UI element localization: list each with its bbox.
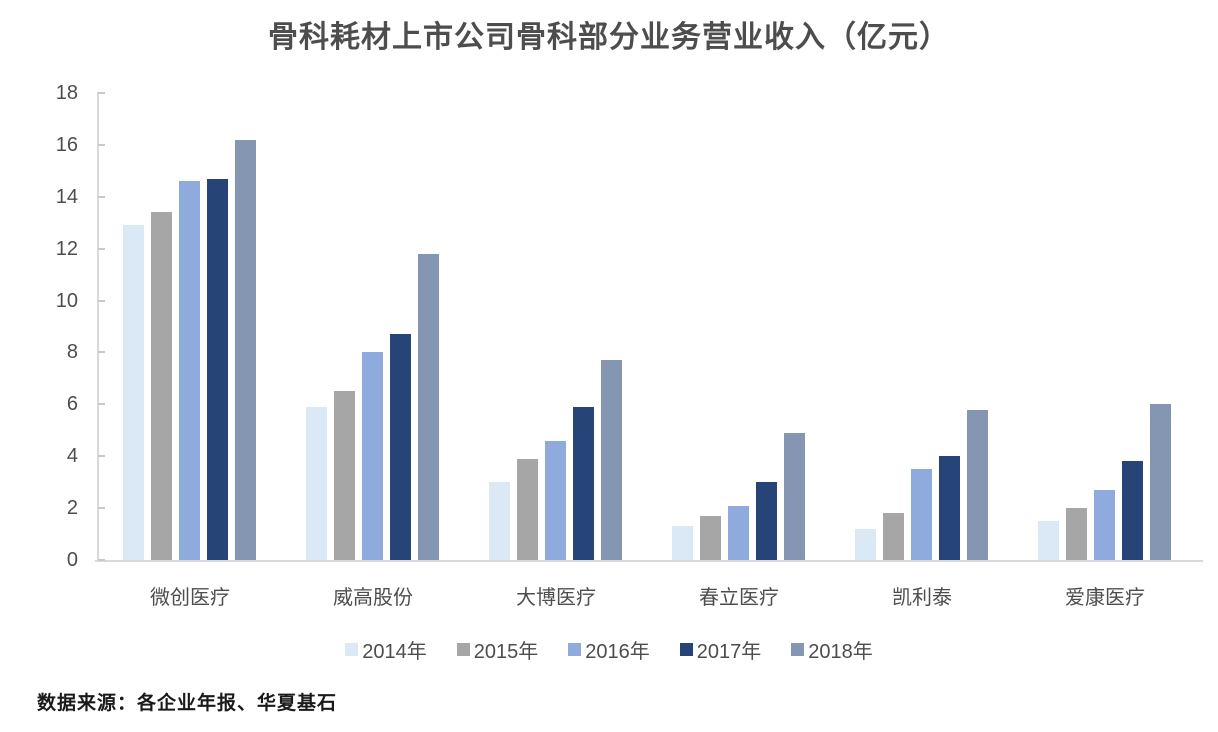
y-tick-label: 8: [66, 341, 78, 364]
bar-2015年-大博医疗: [517, 459, 538, 560]
y-tick-mark: [98, 247, 105, 250]
y-tick-mark: [98, 507, 105, 510]
x-category-label: 凯利泰: [892, 585, 952, 609]
bar-2016年-威高股份: [362, 352, 383, 560]
legend-label: 2018年: [808, 641, 873, 663]
legend-item-2017年: 2017年: [679, 635, 762, 664]
legend-swatch-icon: [791, 643, 805, 656]
y-tick-label: 4: [66, 445, 78, 468]
x-category-label: 威高股份: [333, 585, 413, 609]
bar-2017年-大博医疗: [573, 407, 594, 560]
y-tick-label: 12: [55, 237, 78, 260]
chart-title: 骨科耗材上市公司骨科部分业务营业收入（亿元）: [268, 20, 950, 55]
bar-2018年-微创医疗: [235, 140, 256, 560]
bar-2017年-威高股份: [390, 334, 411, 560]
y-tick-mark: [98, 403, 105, 406]
y-tick-mark: [98, 92, 105, 94]
y-tick-label: 14: [55, 185, 78, 208]
y-tick-mark: [98, 351, 105, 354]
legend-item-2015年: 2015年: [456, 635, 539, 664]
y-tick-label: 6: [66, 393, 78, 416]
legend-label: 2014年: [362, 641, 427, 663]
y-tick-mark: [98, 299, 105, 302]
bar-2018年-威高股份: [418, 254, 439, 560]
bar-2018年-春立医疗: [784, 433, 805, 560]
bar-2015年-春立医疗: [700, 516, 721, 560]
bar-2015年-威高股份: [334, 391, 355, 560]
bar-2015年-凯利泰: [883, 513, 904, 560]
legend-item-2016年: 2016年: [568, 635, 650, 664]
legend-swatch-icon: [568, 643, 582, 656]
y-tick-label: 16: [55, 133, 78, 156]
y-tick-label: 10: [55, 289, 78, 312]
bar-2014年-凯利泰: [855, 529, 876, 560]
bar-2014年-春立医疗: [672, 526, 693, 560]
legend-swatch-icon: [456, 643, 470, 656]
x-category-label: 春立医疗: [699, 585, 779, 609]
bar-2016年-大博医疗: [545, 441, 566, 560]
x-category-label: 微创医疗: [150, 585, 230, 609]
bar-2018年-爱康医疗: [1150, 404, 1171, 560]
bar-2015年-微创医疗: [151, 212, 172, 560]
bar-2016年-爱康医疗: [1094, 490, 1115, 560]
x-axis-line: [95, 560, 1203, 562]
y-tick-label: 0: [66, 549, 78, 571]
legend-item-2018年: 2018年: [791, 635, 873, 664]
y-tick-label: 18: [55, 82, 78, 104]
bar-2017年-凯利泰: [939, 456, 960, 560]
bar-2017年-春立医疗: [756, 482, 777, 560]
legend-label: 2017年: [696, 641, 762, 663]
bar-2014年-大博医疗: [489, 482, 510, 560]
bar-2014年-爱康医疗: [1038, 521, 1059, 560]
y-tick-mark: [98, 455, 105, 458]
y-tick-label: 2: [66, 497, 78, 520]
bar-2017年-微创医疗: [207, 179, 228, 560]
bar-2016年-微创医疗: [179, 181, 200, 560]
x-category-label: 爱康医疗: [1065, 585, 1145, 609]
legend: 2014年 2015年 2016年 2017年 2018年: [0, 635, 1218, 664]
bar-2014年-微创医疗: [123, 225, 144, 560]
data-source-note: 数据来源：各企业年报、华夏基石: [37, 692, 338, 714]
bar-2014年-威高股份: [306, 407, 327, 560]
bar-2015年-爱康医疗: [1066, 508, 1087, 560]
legend-swatch-icon: [345, 643, 359, 656]
x-category-label: 大博医疗: [516, 585, 596, 609]
y-tick-mark: [98, 143, 105, 146]
y-axis-line: [97, 92, 99, 562]
bar-2016年-凯利泰: [911, 469, 932, 560]
legend-label: 2015年: [473, 641, 539, 663]
bar-2018年-凯利泰: [967, 410, 988, 560]
bar-2018年-大博医疗: [601, 360, 622, 560]
legend-item-2014年: 2014年: [345, 635, 427, 664]
legend-swatch-icon: [679, 643, 693, 656]
y-tick-mark: [98, 559, 105, 561]
bar-2017年-爱康医疗: [1122, 461, 1143, 560]
legend-label: 2016年: [585, 641, 650, 663]
y-tick-mark: [98, 195, 105, 198]
bar-2016年-春立医疗: [728, 506, 749, 560]
